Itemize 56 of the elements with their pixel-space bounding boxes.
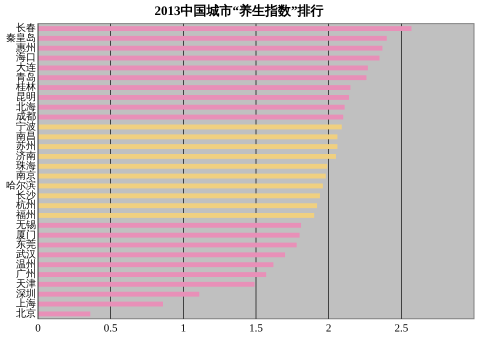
bar (38, 232, 300, 238)
y-tick-label: 珠海 (16, 160, 36, 172)
x-tick-label: 2 (326, 322, 332, 334)
y-tick-label: 昆明 (16, 92, 36, 103)
bar (38, 164, 328, 169)
bar (38, 85, 350, 90)
y-tick-label: 天津 (16, 278, 36, 290)
bar (38, 94, 350, 100)
bar (38, 114, 344, 120)
bar (38, 203, 318, 208)
y-tick-label: 福州 (16, 209, 36, 222)
y-tick-label: 武汉 (16, 248, 36, 260)
y-tick-label: 青岛 (16, 71, 36, 84)
bar (38, 26, 412, 31)
bar (38, 302, 163, 306)
bar (38, 272, 266, 277)
bar (38, 134, 338, 140)
y-tick-label: 海口 (16, 52, 36, 64)
bar (38, 222, 302, 228)
y-tick-label: 桂林 (15, 81, 36, 94)
bar (38, 46, 382, 51)
y-tick-label: 北海 (16, 100, 36, 113)
bar (38, 56, 380, 60)
bar (38, 154, 336, 159)
y-tick-label: 深圳 (16, 288, 36, 300)
x-tick-label: 2.5 (394, 322, 409, 334)
bar (38, 124, 342, 130)
x-tick-label: 1.5 (249, 322, 264, 334)
bar (38, 104, 345, 110)
y-tick-label: 惠州 (15, 42, 36, 54)
bar (38, 144, 338, 150)
y-tick-label: 长沙 (16, 189, 36, 202)
x-tick-label: 0 (35, 322, 42, 334)
y-tick-label: 无锡 (16, 220, 36, 231)
bar (38, 36, 387, 41)
y-tick-label: 南昌 (16, 130, 36, 142)
bar (38, 65, 368, 70)
bar (38, 213, 314, 218)
bar (38, 242, 297, 248)
y-tick-label: 秦皇岛 (6, 32, 36, 44)
y-tick-label: 厦门 (16, 228, 36, 241)
bar (38, 282, 255, 287)
y-tick-label: 大连 (16, 61, 36, 74)
x-tick-label: 0.5 (104, 322, 118, 334)
bar (38, 193, 320, 198)
bar (38, 174, 326, 179)
y-tick-label: 北京 (16, 307, 36, 320)
chart-title: 2013中国城市“养生指数”排行 (154, 3, 324, 18)
bar (38, 184, 323, 188)
bar (38, 262, 274, 268)
bar (38, 75, 366, 80)
bar (38, 311, 90, 316)
bar (38, 252, 286, 258)
x-tick-label: 1 (180, 322, 186, 334)
y-tick-label: 长春 (16, 22, 36, 34)
bar (38, 292, 200, 297)
